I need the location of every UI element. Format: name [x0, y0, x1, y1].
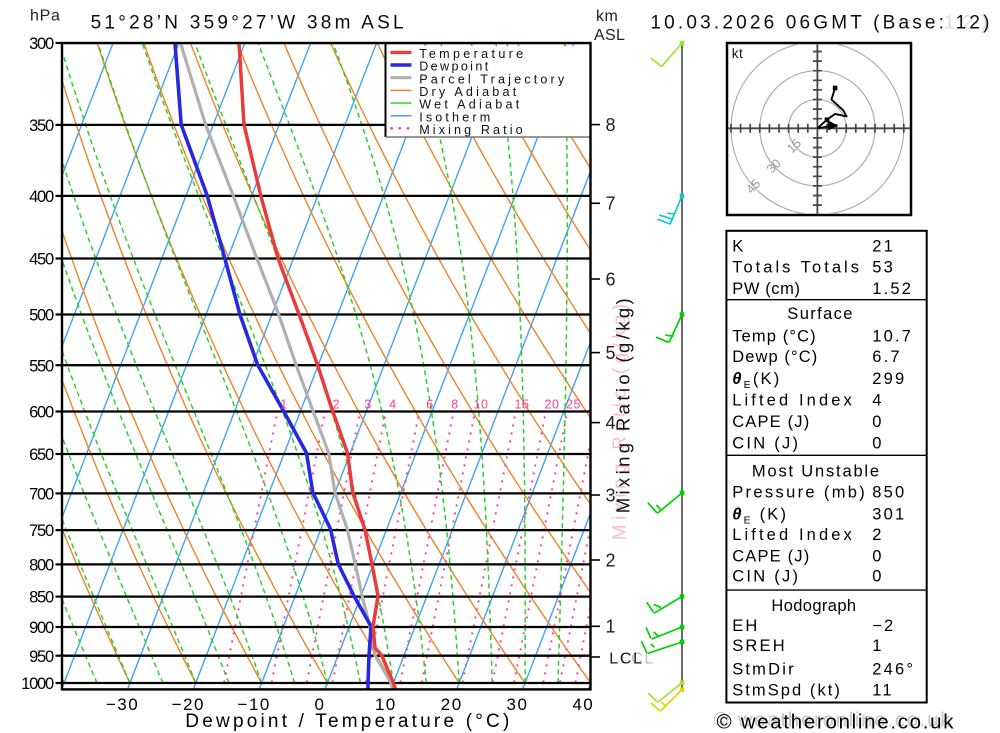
svg-text:−2: −2	[872, 617, 895, 635]
svg-text:750: 750	[29, 522, 54, 540]
svg-text:6: 6	[426, 397, 433, 411]
svg-text:20: 20	[545, 397, 560, 411]
svg-text:Hodograph: Hodograph	[771, 597, 858, 615]
svg-text:8: 8	[606, 115, 616, 135]
svg-text:hPa: hPa	[30, 8, 61, 25]
svg-text:2: 2	[872, 526, 883, 544]
svg-text:© weatheronline.co.uk: © weatheronline.co.uk	[714, 709, 952, 732]
svg-text:900: 900	[29, 619, 54, 637]
svg-text:25: 25	[566, 397, 581, 411]
svg-text:20: 20	[441, 695, 463, 714]
svg-text:StmDir: StmDir	[732, 661, 796, 679]
svg-text:K: K	[732, 238, 745, 256]
svg-text:Most Unstable: Most Unstable	[752, 462, 881, 480]
svg-text:θE (K): θE (K)	[732, 506, 788, 527]
svg-text:CAPE (J): CAPE (J)	[732, 548, 811, 566]
svg-text:550: 550	[29, 357, 54, 375]
svg-text:850: 850	[29, 589, 54, 607]
svg-text:LCL: LCL	[609, 650, 643, 667]
svg-text:4: 4	[606, 413, 616, 433]
svg-text:11: 11	[872, 682, 894, 700]
svg-text:4: 4	[872, 391, 883, 409]
svg-text:Surface: Surface	[787, 305, 854, 323]
svg-text:0: 0	[872, 568, 883, 586]
svg-text:0: 0	[872, 435, 883, 453]
svg-text:950: 950	[29, 648, 54, 666]
svg-text:3: 3	[606, 485, 616, 505]
svg-text:600: 600	[29, 404, 54, 422]
svg-text:3: 3	[364, 397, 371, 411]
svg-text:1.52: 1.52	[872, 280, 913, 298]
svg-text:350: 350	[29, 117, 54, 135]
svg-text:−20: −20	[172, 695, 205, 714]
svg-text:1000: 1000	[21, 675, 54, 693]
svg-text:299: 299	[872, 370, 906, 388]
svg-text:Wet Adiabat: Wet Adiabat	[419, 98, 520, 112]
svg-text:650: 650	[29, 446, 54, 464]
svg-text:Lifted Index: Lifted Index	[732, 526, 854, 544]
svg-text:Dewp (°C): Dewp (°C)	[732, 348, 819, 366]
svg-text:300: 300	[29, 35, 54, 53]
svg-text:© weatheronline.co.uk: © weatheronline.co.uk	[717, 711, 955, 733]
svg-text:0: 0	[872, 548, 883, 566]
svg-text:10.03.2026 06GMT (Base: 12): 10.03.2026 06GMT (Base: 12)	[650, 13, 989, 34]
svg-text:θE(K): θE(K)	[732, 370, 781, 391]
svg-text:LCL: LCL	[621, 650, 655, 667]
svg-text:5: 5	[606, 343, 616, 363]
svg-text:6: 6	[606, 269, 616, 289]
svg-text:51°28’N 359°27’W 38m ASL: 51°28’N 359°27’W 38m ASL	[91, 13, 404, 34]
svg-text:21: 21	[872, 238, 895, 256]
svg-text:s:: s:	[897, 15, 913, 32]
svg-text:4: 4	[389, 397, 396, 411]
svg-text:0: 0	[872, 413, 883, 431]
svg-text:10: 10	[474, 397, 489, 411]
svg-text:CIN (J): CIN (J)	[732, 435, 800, 453]
svg-text:15: 15	[515, 397, 530, 411]
svg-text:Dewpoint / Temperature (°C): Dewpoint / Temperature (°C)	[185, 711, 509, 732]
svg-text:10.7: 10.7	[872, 327, 913, 345]
svg-text:450: 450	[29, 251, 54, 269]
svg-text:30: 30	[507, 695, 529, 714]
svg-text:301: 301	[872, 506, 906, 524]
svg-text:53: 53	[872, 259, 895, 277]
svg-text:Mixing Ratio (g/kg): Mixing Ratio (g/kg)	[609, 304, 630, 540]
svg-text:CAPE (J): CAPE (J)	[732, 413, 811, 431]
svg-text:2: 2	[333, 397, 340, 411]
svg-text:850: 850	[872, 484, 906, 502]
svg-text:700: 700	[29, 486, 54, 504]
svg-text:EH: EH	[732, 617, 759, 635]
svg-text:CIN (J): CIN (J)	[732, 568, 800, 586]
svg-text:8: 8	[451, 397, 458, 411]
svg-text:−30: −30	[106, 695, 139, 714]
svg-text:kt: kt	[732, 46, 744, 61]
svg-text:ASL: ASL	[594, 27, 625, 44]
svg-text:246°: 246°	[872, 661, 915, 679]
svg-text:400: 400	[29, 188, 54, 206]
svg-text:6.7: 6.7	[872, 348, 902, 366]
svg-text:Lifted Index: Lifted Index	[732, 391, 854, 409]
svg-text:SREH: SREH	[732, 637, 787, 655]
svg-text:Pressure (mb): Pressure (mb)	[732, 484, 867, 502]
svg-text:12): 12)	[944, 13, 995, 34]
svg-text:2: 2	[606, 550, 616, 570]
svg-text:StmSpd (kt): StmSpd (kt)	[732, 682, 842, 700]
svg-text:Totals Totals: Totals Totals	[732, 259, 861, 277]
svg-text:7: 7	[606, 194, 616, 214]
svg-text:Mixing Ratio (g/kg): Mixing Ratio (g/kg)	[613, 298, 634, 513]
svg-text:km: km	[596, 8, 618, 25]
svg-text:Temp (°C): Temp (°C)	[732, 327, 818, 345]
svg-text:1: 1	[280, 397, 287, 411]
svg-text:1: 1	[606, 617, 616, 637]
svg-text:500: 500	[29, 307, 54, 325]
svg-text:40: 40	[572, 695, 594, 714]
svg-text:Dry Adiabat: Dry Adiabat	[419, 85, 517, 99]
svg-text:Dewpoint: Dewpoint	[419, 60, 489, 74]
svg-text:PW (cm): PW (cm)	[732, 280, 802, 298]
svg-text:0: 0	[315, 695, 326, 714]
svg-text:800: 800	[29, 557, 54, 575]
svg-text:Isotherm: Isotherm	[419, 110, 490, 124]
svg-text:1: 1	[872, 637, 883, 655]
svg-text:10: 10	[375, 695, 397, 714]
svg-text:−10: −10	[238, 695, 271, 714]
